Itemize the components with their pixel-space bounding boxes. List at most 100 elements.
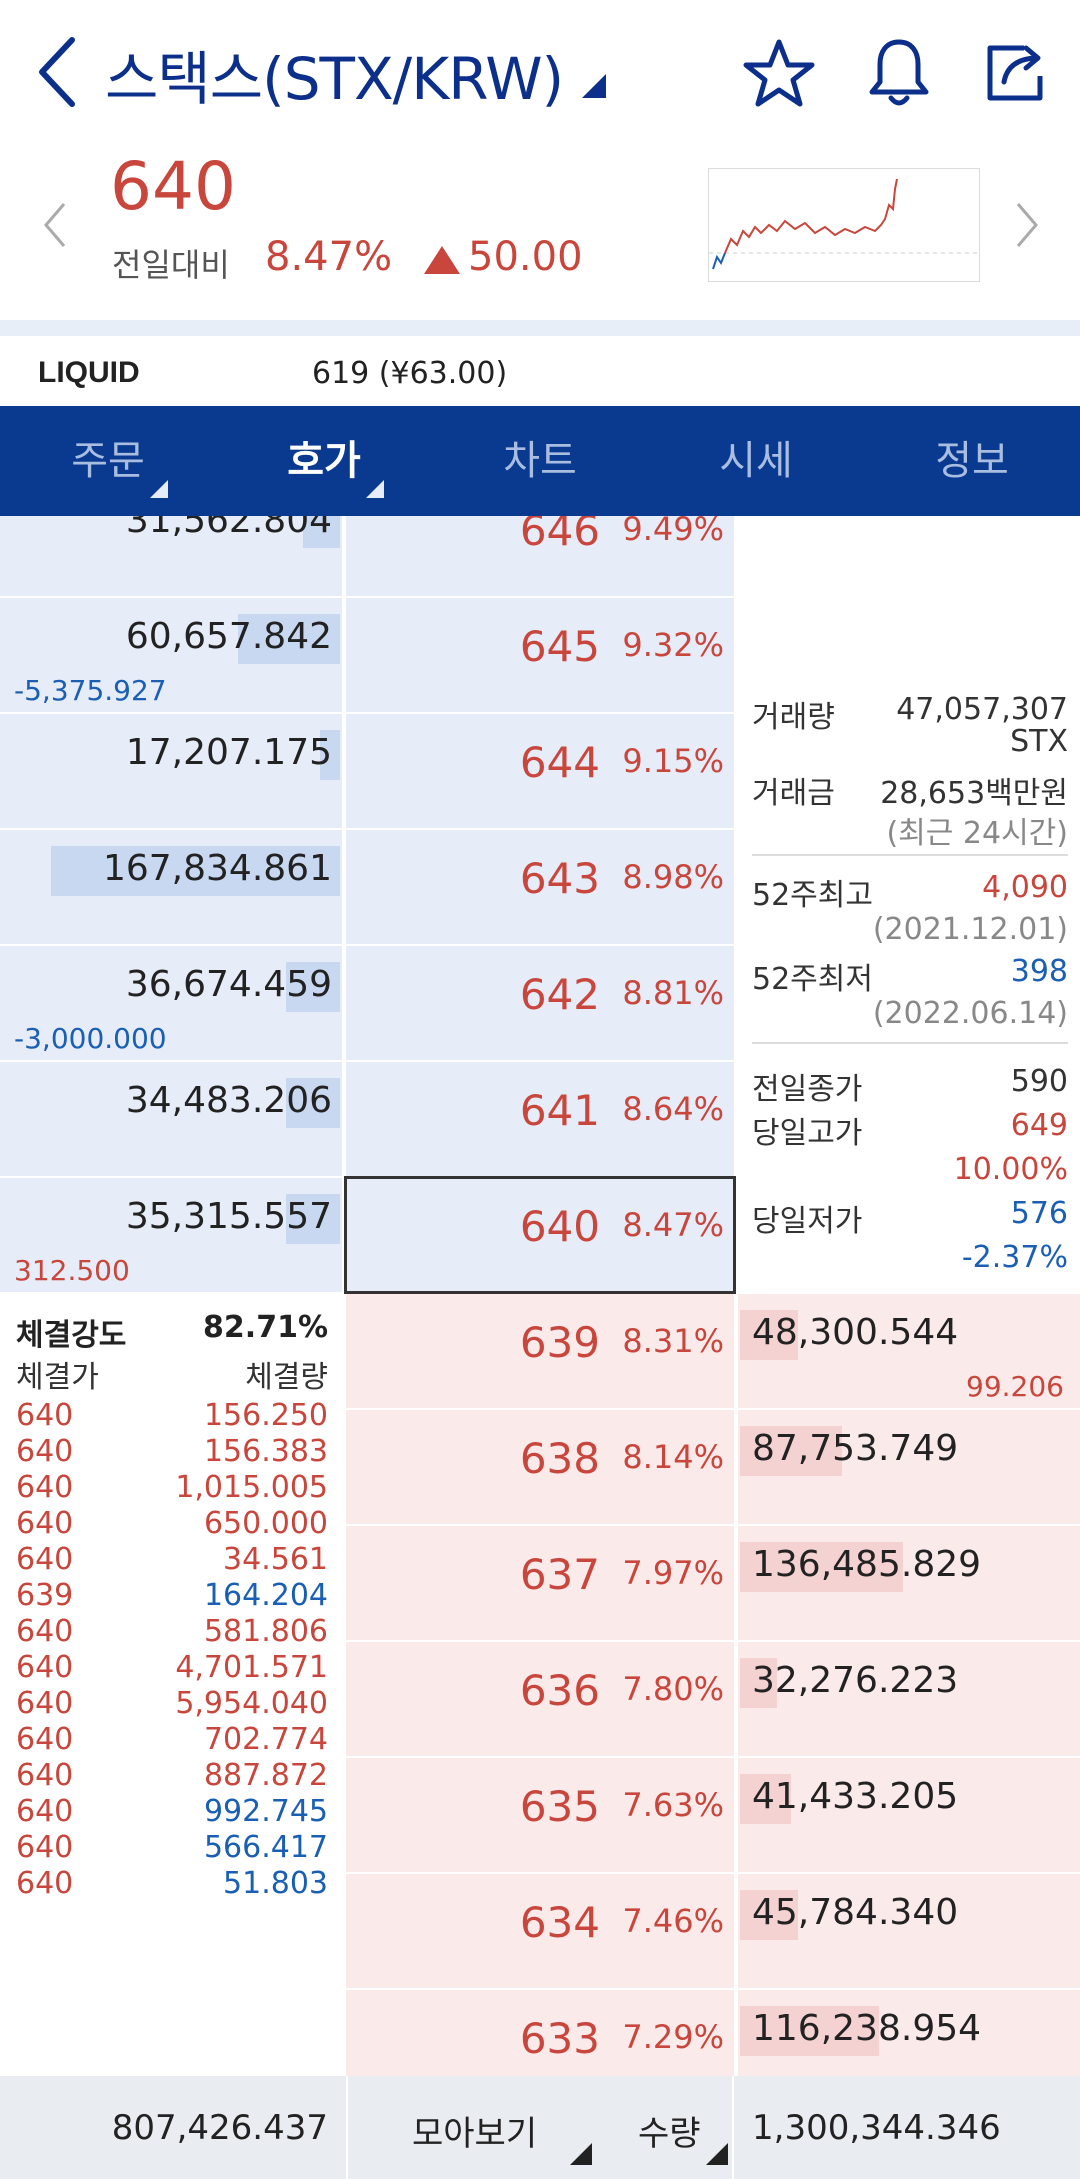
sparkline-up-segment — [724, 178, 898, 254]
bid-volume-cell: 45,784.340 — [738, 1874, 1080, 1988]
ask-price-cell[interactable]: 641 8.64% — [346, 1062, 734, 1176]
bid-row[interactable]: 635 7.63% 41,433.205 — [0, 1758, 1080, 1874]
ask-row[interactable]: 31,562.804 646 9.49% — [0, 516, 1080, 598]
info-value: STX — [1010, 724, 1068, 759]
footer-controls: 모아보기 수량 — [346, 2076, 734, 2179]
tab-corner-icon — [366, 480, 384, 498]
ask-price-cell[interactable]: 644 9.15% — [346, 714, 734, 828]
tab-label: 차트 — [503, 438, 577, 484]
ask-percent: 8.64% — [622, 1090, 724, 1128]
info-value: 4,090 — [982, 870, 1068, 905]
info-label: 거래량 — [752, 700, 835, 735]
ask-price-cell[interactable]: 640 8.47% — [346, 1178, 734, 1292]
strength-label: 체결강도 — [16, 1318, 127, 1353]
bid-price-cell[interactable]: 639 8.31% — [346, 1294, 734, 1408]
trade-row: 640 581.806 — [0, 1606, 342, 1656]
ask-quantity-change: -5,375.927 — [14, 674, 167, 707]
order-book: 31,562.804 646 9.49% 60,657.842 -5,375.9… — [0, 516, 1080, 2076]
ask-price-cell[interactable]: 645 9.32% — [346, 598, 734, 712]
tab-orderbook[interactable]: 호가 — [216, 406, 432, 516]
bid-total-cell: 1,300,344.346 — [738, 2076, 1080, 2179]
bell-icon[interactable] — [866, 36, 932, 110]
bid-volume-cell: 32,276.223 — [738, 1642, 1080, 1756]
bid-row[interactable]: 638 8.14% 87,753.749 — [0, 1410, 1080, 1526]
bid-row[interactable]: 633 7.29% 116,238.954 — [0, 1990, 1080, 2076]
tab-chart[interactable]: 차트 — [432, 406, 648, 516]
tab-market[interactable]: 시세 — [648, 406, 864, 516]
bid-price-cell[interactable]: 636 7.80% — [346, 1642, 734, 1756]
collect-dropdown-corner-icon[interactable] — [570, 2143, 592, 2165]
bid-price: 633 — [519, 2014, 600, 2063]
page-title[interactable]: 스택스(STX/KRW) — [105, 45, 564, 113]
info-label: 거래금 — [752, 776, 835, 811]
title-dropdown-caret-icon[interactable] — [582, 74, 606, 98]
collect-view-button[interactable]: 모아보기 — [412, 2114, 538, 2154]
trade-quantity: 702.774 — [203, 1722, 328, 1757]
bid-price-cell[interactable]: 637 7.97% — [346, 1526, 734, 1640]
bid-quantity: 136,485.829 — [752, 1544, 982, 1585]
bid-row[interactable]: 634 7.46% 45,784.340 — [0, 1874, 1080, 1990]
ask-percent: 9.32% — [622, 626, 724, 664]
prev-chevron-icon[interactable] — [40, 200, 70, 250]
bid-volume-cell: 136,485.829 — [738, 1526, 1080, 1640]
bid-row[interactable]: 636 7.80% 32,276.223 — [0, 1642, 1080, 1758]
next-chevron-icon[interactable] — [1012, 200, 1042, 250]
bid-quantity: 87,753.749 — [752, 1428, 959, 1469]
ask-percent: 9.49% — [622, 516, 724, 548]
price-summary: 640 전일대비 8.47% 50.00 — [0, 148, 1080, 320]
bid-price-cell[interactable]: 634 7.46% — [346, 1874, 734, 1988]
ask-row[interactable]: 35,315.557 312.500 640 8.47% — [0, 1178, 1080, 1294]
info-value: 10.00% — [953, 1152, 1068, 1187]
info-label: 전일종가 — [752, 1072, 863, 1107]
trade-price: 640 — [16, 1434, 74, 1469]
ask-price-cell[interactable]: 646 9.49% — [346, 516, 734, 596]
bid-price-cell[interactable]: 638 8.14% — [346, 1410, 734, 1524]
mini-chart[interactable] — [708, 168, 981, 282]
bid-volume-bar — [740, 2006, 879, 2056]
bid-percent: 7.97% — [622, 1554, 724, 1592]
tab-info[interactable]: 정보 — [864, 406, 1080, 516]
ask-total-cell: 807,426.437 — [0, 2076, 342, 2179]
trade-row: 640 702.774 — [0, 1714, 342, 1764]
ask-row[interactable]: 167,834.861 643 8.98% — [0, 830, 1080, 946]
info-note: (2021.12.01) — [872, 912, 1068, 947]
back-icon[interactable] — [30, 32, 90, 112]
bid-price-cell[interactable]: 635 7.63% — [346, 1758, 734, 1872]
trade-price: 640 — [16, 1542, 74, 1577]
ask-row[interactable]: 36,674.459 -3,000.000 642 8.81% — [0, 946, 1080, 1062]
sparkline-down-segment — [712, 252, 726, 270]
bid-price: 639 — [519, 1318, 600, 1367]
ask-price-cell[interactable]: 642 8.81% — [346, 946, 734, 1060]
bid-row[interactable]: 637 7.97% 136,485.829 — [0, 1526, 1080, 1642]
ask-volume-cell: 167,834.861 — [0, 830, 342, 944]
ask-price-cell[interactable]: 643 8.98% — [346, 830, 734, 944]
bid-price-cell[interactable]: 633 7.29% — [346, 1990, 734, 2076]
ask-quantity: 31,562.804 — [125, 516, 332, 541]
bid-quantity: 41,433.205 — [752, 1776, 959, 1817]
ask-row[interactable]: 60,657.842 -5,375.927 645 9.32% — [0, 598, 1080, 714]
bid-percent: 7.29% — [622, 2018, 724, 2056]
star-icon[interactable] — [742, 38, 816, 108]
quantity-mode-button[interactable]: 수량 — [638, 2114, 701, 2154]
bid-percent: 7.63% — [622, 1786, 724, 1824]
ask-quantity: 167,834.861 — [102, 848, 332, 889]
info-label: 당일저가 — [752, 1204, 863, 1239]
ask-percent: 8.98% — [622, 858, 724, 896]
trade-row: 639 164.204 — [0, 1570, 342, 1620]
info-value: 576 — [1010, 1196, 1068, 1231]
ask-row[interactable]: 34,483.206 641 8.64% — [0, 1062, 1080, 1178]
ask-volume-bar — [320, 730, 340, 780]
quantity-dropdown-corner-icon[interactable] — [706, 2143, 728, 2165]
tab-label: 호가 — [287, 438, 361, 484]
trade-price-header: 체결가 — [16, 1360, 99, 1395]
info-label: 52주최고 — [752, 878, 873, 913]
trade-row: 640 992.745 — [0, 1786, 342, 1836]
tab-order[interactable]: 주문 — [0, 406, 216, 516]
bid-row[interactable]: 639 8.31% 48,300.544 99.206 — [0, 1294, 1080, 1410]
ask-percent: 9.15% — [622, 742, 724, 780]
info-value: -2.37% — [961, 1240, 1068, 1275]
ask-volume-bar — [286, 1194, 340, 1244]
bid-price: 635 — [519, 1782, 600, 1831]
share-icon[interactable] — [984, 38, 1050, 104]
ask-row[interactable]: 17,207.175 644 9.15% — [0, 714, 1080, 830]
